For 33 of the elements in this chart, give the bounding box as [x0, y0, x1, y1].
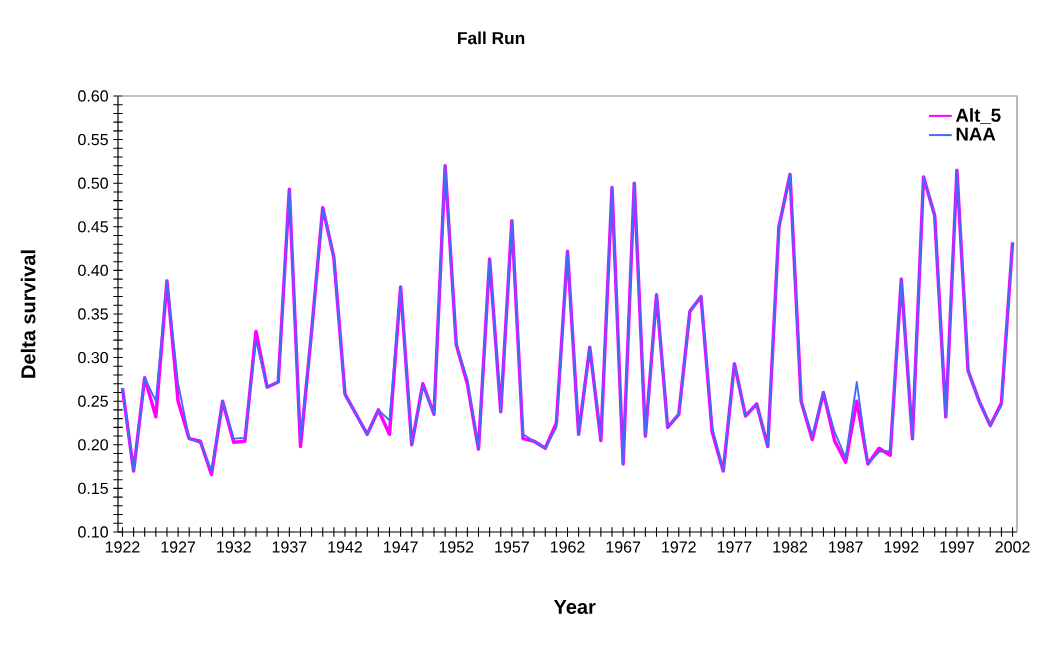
y-tick-label: 0.60 — [78, 90, 109, 102]
y-tick-label: 0.45 — [78, 221, 108, 233]
x-tick-label: 1927 — [161, 541, 196, 553]
y-axis-title: Delta survival — [20, 250, 36, 378]
y-tick-label: 0.15 — [78, 482, 108, 495]
chart-title: Fall Run — [458, 31, 525, 45]
x-tick-label: 1952 — [439, 541, 474, 553]
x-tick-label: 1957 — [495, 541, 529, 553]
x-tick-label: 1942 — [328, 541, 362, 553]
x-axis-title: Year — [553, 600, 596, 614]
y-tick-label: 0.50 — [78, 177, 109, 189]
y-tick-label: 0.40 — [78, 264, 109, 277]
y-tick-label: 0.25 — [78, 395, 108, 407]
y-tick-label: 0.55 — [78, 133, 108, 146]
x-tick-label: 1922 — [105, 541, 140, 553]
x-tick-label: 1937 — [272, 541, 307, 553]
x-tick-label: 1977 — [717, 541, 752, 553]
x-tick-label: 1947 — [384, 541, 418, 553]
x-tick-label: 1962 — [550, 541, 585, 553]
y-tick-label: 0.10 — [78, 526, 109, 538]
x-tick-label: 1967 — [606, 541, 641, 553]
x-tick-label: 2002 — [995, 541, 1030, 553]
x-tick-label: 1932 — [217, 541, 251, 553]
x-tick-label: 1987 — [829, 541, 863, 553]
legend-label: NAA — [956, 127, 996, 141]
legend-label: Alt_5 — [955, 108, 1001, 124]
y-tick-label: 0.20 — [78, 439, 109, 451]
x-tick-label: 1997 — [940, 541, 974, 553]
y-tick-label: 0.35 — [78, 308, 108, 320]
y-tick-label: 0.30 — [78, 351, 109, 364]
x-tick-label: 1972 — [662, 541, 696, 553]
x-tick-label: 1982 — [773, 541, 808, 553]
x-tick-label: 1992 — [884, 541, 919, 553]
